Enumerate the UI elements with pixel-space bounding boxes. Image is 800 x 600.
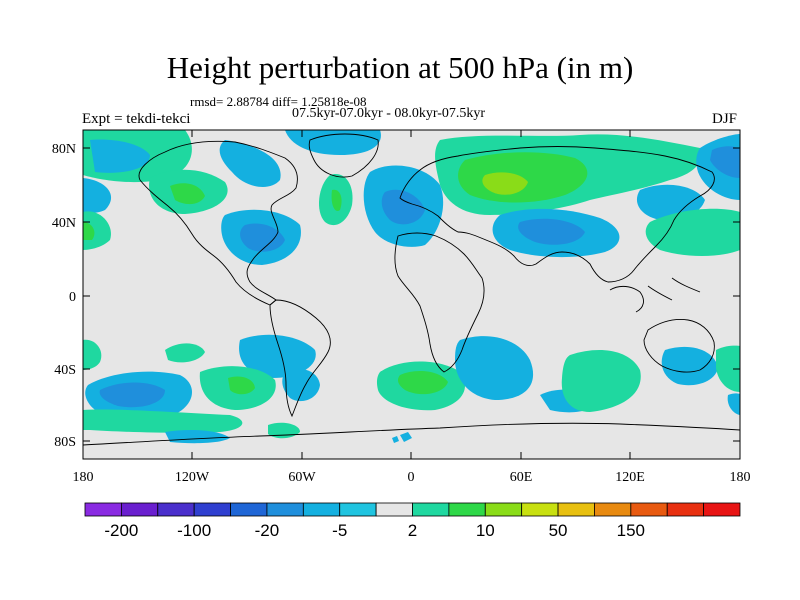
anomaly-blob bbox=[83, 211, 111, 250]
colorbar-labels: -200 -100 -20 -5 2 10 50 150 bbox=[104, 521, 645, 540]
colorbar-swatch bbox=[375, 502, 413, 517]
anomaly-blob bbox=[83, 222, 95, 240]
anomaly-blob bbox=[99, 382, 165, 408]
anomaly-blob bbox=[482, 172, 528, 195]
coastline-australia bbox=[643, 319, 715, 373]
anomaly-blob bbox=[716, 345, 740, 392]
season-label: DJF bbox=[712, 111, 738, 127]
coastline-southeast-asia bbox=[609, 277, 701, 313]
colorbar-swatch bbox=[302, 502, 341, 517]
experiment-label: Expt = tekdi-tekci bbox=[82, 111, 191, 127]
colorbar-swatch bbox=[193, 502, 231, 517]
anomaly-blob bbox=[710, 146, 740, 178]
anomaly-blob bbox=[392, 436, 399, 443]
anomaly-blob bbox=[239, 334, 316, 378]
anomaly-blob bbox=[83, 339, 102, 370]
coastline-antarctica bbox=[83, 422, 740, 446]
lon-tick-label: 60E bbox=[510, 470, 533, 485]
lat-tick-label: 80S bbox=[54, 435, 76, 450]
colorbar-swatch bbox=[484, 502, 523, 517]
colorbar-swatch bbox=[157, 502, 195, 517]
colorbar-swatch bbox=[230, 502, 268, 517]
colorbar-label: -5 bbox=[332, 521, 347, 540]
map-title: Height perturbation at 500 hPa (in m) bbox=[166, 50, 634, 85]
anomaly-blob bbox=[727, 393, 740, 415]
colorbar-swatch bbox=[120, 502, 159, 517]
colorbar-label: 10 bbox=[476, 521, 495, 540]
anomaly-blob bbox=[455, 336, 534, 400]
anomaly-blob bbox=[661, 346, 718, 386]
lat-tick-label: 80N bbox=[52, 142, 76, 157]
colorbar-label: -100 bbox=[177, 521, 211, 540]
colorbar-label: -20 bbox=[255, 521, 280, 540]
lat-tick-label: 40S bbox=[54, 363, 76, 378]
colorbar-swatch bbox=[339, 502, 377, 517]
anomaly-blob bbox=[170, 183, 205, 205]
lon-tick-label: 180 bbox=[730, 470, 751, 485]
coastline-greenland bbox=[308, 133, 379, 178]
colorbar-label: -200 bbox=[104, 521, 138, 540]
period-label: 07.5kyr-07.0kyr - 08.0kyr-07.5kyr bbox=[292, 106, 486, 121]
colorbar bbox=[84, 502, 741, 517]
colorbar-swatch bbox=[666, 502, 705, 517]
anomaly-blob bbox=[165, 343, 205, 363]
colorbar-swatch bbox=[412, 502, 450, 517]
colorbar-swatch bbox=[448, 502, 486, 517]
anomaly-blob bbox=[381, 189, 425, 225]
anomaly-blob bbox=[518, 218, 585, 245]
colorbar-label: 50 bbox=[549, 521, 568, 540]
anomaly-blob bbox=[228, 376, 255, 395]
height-perturbation-field bbox=[83, 130, 740, 444]
lon-tick-label: 0 bbox=[408, 470, 415, 485]
lon-tick-label: 120E bbox=[615, 470, 645, 485]
anomaly-blob bbox=[331, 189, 342, 211]
longitude-axis bbox=[82, 130, 741, 459]
anomaly-blob bbox=[90, 139, 150, 173]
lat-tick-label: 40N bbox=[52, 216, 76, 231]
anomaly-blob bbox=[400, 432, 412, 442]
colorbar-swatch bbox=[630, 502, 668, 517]
colorbar-swatch bbox=[84, 502, 122, 517]
lon-tick-label: 60W bbox=[288, 470, 316, 485]
anomaly-blob bbox=[561, 350, 641, 412]
colorbar-swatch bbox=[521, 502, 559, 517]
anomaly-blob bbox=[645, 208, 740, 256]
lat-tick-label: 0 bbox=[69, 290, 76, 305]
anomaly-blob bbox=[83, 409, 243, 433]
anomaly-blob bbox=[397, 370, 448, 395]
colorbar-label: 2 bbox=[408, 521, 417, 540]
anomaly-blob bbox=[240, 223, 285, 252]
lon-tick-label: 120W bbox=[175, 470, 210, 485]
lon-tick-label: 180 bbox=[73, 470, 94, 485]
coastline-africa bbox=[394, 232, 485, 373]
coastlines bbox=[83, 133, 740, 446]
coastline-north-america bbox=[138, 140, 298, 306]
colorbar-swatch bbox=[703, 502, 741, 517]
colorbar-label: 150 bbox=[617, 521, 645, 540]
colorbar-swatch bbox=[557, 502, 595, 517]
colorbar-swatch bbox=[594, 502, 632, 517]
coastline-south-america bbox=[269, 299, 331, 418]
latitude-axis bbox=[83, 147, 740, 442]
anomaly-blob bbox=[219, 140, 281, 187]
coastline-europe-asia bbox=[399, 146, 715, 283]
anomaly-blob bbox=[83, 178, 112, 213]
anomaly-blob bbox=[285, 130, 381, 155]
stats-label: rmsd= 2.88784 diff= 1.25818e-08 bbox=[190, 94, 367, 109]
colorbar-swatch bbox=[266, 502, 304, 517]
